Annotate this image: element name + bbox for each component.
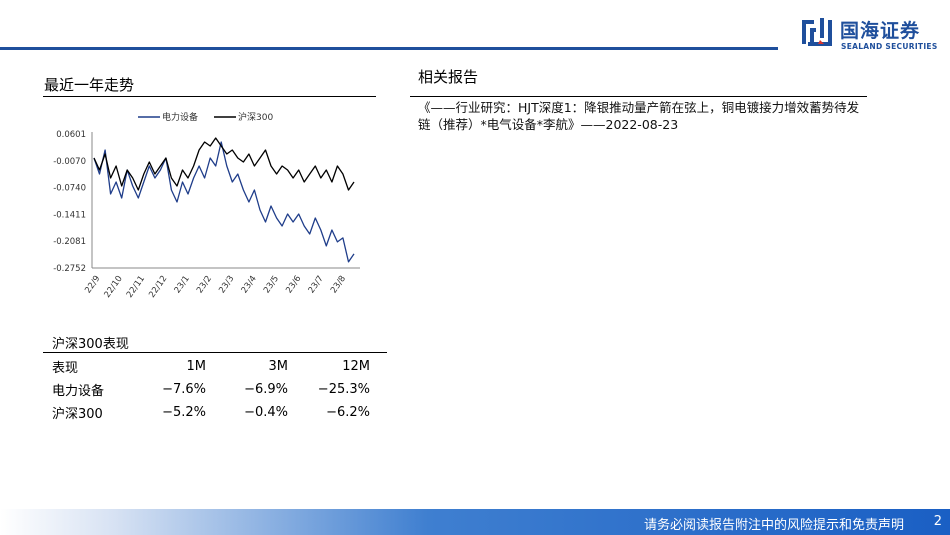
table-cell: 沪深300 (52, 407, 103, 422)
x-tick-label: 23/8 (329, 274, 348, 295)
footer-bar: 请务必阅读报告附注中的风险提示和免责声明 2 (0, 509, 950, 535)
table-cell: −6.9% (244, 382, 288, 397)
header-rule (0, 47, 778, 50)
left-section-rule (43, 96, 376, 97)
table-row: 电力设备 −7.6% −6.9% −25.3% (44, 378, 370, 401)
related-report-link[interactable]: 《——行业研究：HJT深度1：降银推动量产箭在弦上，铜电镀接力增效蓄势待发链（推… (418, 100, 860, 132)
performance-table: 表现 1M 3M 12M 电力设备 −7.6% −6.9% −25.3% 沪深3… (44, 355, 370, 424)
y-tick-label: 0.0601 (56, 130, 86, 140)
table-cell: −25.3% (317, 382, 370, 397)
table-header-cell: 12M (342, 359, 370, 374)
x-tick-label: 23/6 (284, 274, 303, 295)
disclaimer-text: 请务必阅读报告附注中的风险提示和免责声明 (643, 518, 904, 533)
legend-label: 沪深300 (238, 111, 273, 123)
legend-label: 电力设备 (162, 111, 198, 123)
performance-table-title: 沪深300表现 (52, 337, 129, 352)
x-tick-label: 23/7 (307, 274, 326, 295)
table-header-cell: 1M (186, 359, 207, 374)
x-tick-label: 22/12 (147, 274, 169, 300)
table-header-row: 表现 1M 3M 12M (44, 355, 370, 378)
company-logo: 国海证券 SEALAND SECURITIES (800, 14, 940, 54)
y-tick-label: -0.0070 (53, 157, 86, 167)
x-tick-label: 22/9 (83, 274, 102, 295)
x-tick-label: 22/10 (103, 274, 125, 300)
y-tick-label: -0.0740 (53, 184, 86, 194)
logo-name-cn: 国海证券 (840, 20, 921, 42)
x-tick-label: 22/11 (125, 274, 147, 300)
related-reports-title: 相关报告 (418, 68, 479, 86)
x-tick-label: 23/5 (262, 274, 281, 295)
sealand-logo-icon (802, 18, 832, 46)
series-line (93, 137, 355, 191)
table-cell: −7.6% (162, 382, 206, 397)
y-tick-label: -0.2081 (53, 237, 86, 247)
x-tick-label: 23/4 (240, 274, 259, 295)
y-tick-label: -0.1411 (53, 210, 86, 220)
table-header-cell: 3M (268, 359, 289, 374)
table-cell: −0.4% (244, 405, 288, 420)
table-row: 沪深300 −5.2% −0.4% −6.2% (44, 401, 370, 424)
trend-section-title: 最近一年走势 (44, 76, 135, 94)
table-header-cell: 表现 (52, 361, 79, 376)
table-cell: −6.2% (326, 405, 370, 420)
right-section-rule (410, 96, 867, 97)
table-cell: 电力设备 (52, 384, 105, 399)
logo-name-en: SEALAND SECURITIES (841, 42, 938, 51)
x-tick-label: 23/3 (217, 274, 236, 295)
x-tick-label: 23/2 (195, 274, 214, 295)
table-cell: −5.2% (162, 405, 206, 420)
trend-line-chart: 0.0601 -0.0070 -0.0740 -0.1411 -0.2081 -0.275… (53, 111, 360, 300)
performance-table-rule (43, 352, 387, 353)
y-tick-label: -0.2752 (53, 264, 86, 274)
x-tick-label: 23/1 (173, 274, 192, 295)
series-line (93, 141, 355, 263)
page-number: 2 (933, 514, 942, 529)
